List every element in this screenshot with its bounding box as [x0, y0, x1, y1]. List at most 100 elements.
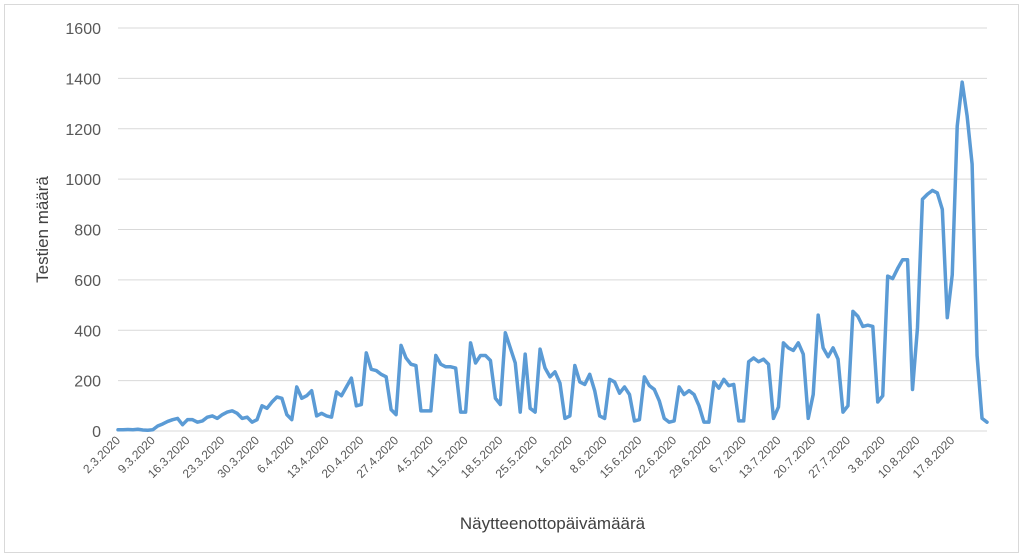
data-point	[205, 415, 209, 419]
data-point	[354, 404, 358, 408]
data-point	[215, 417, 219, 420]
data-point	[310, 389, 314, 393]
data-point	[613, 380, 616, 384]
data-point	[861, 325, 865, 328]
data-point	[359, 403, 363, 406]
data-point	[419, 409, 423, 413]
data-point	[638, 418, 641, 422]
data-point	[667, 420, 671, 424]
data-point	[836, 357, 840, 361]
y-tick-label: 800	[74, 223, 101, 240]
data-point	[841, 410, 845, 414]
data-point	[464, 410, 467, 414]
y-axis-ticks: 0 200 400 600 800 1000 1200 1400 1600	[65, 21, 101, 441]
data-point	[498, 403, 502, 406]
data-point	[474, 361, 477, 365]
data-point	[220, 413, 224, 417]
data-point	[116, 428, 120, 432]
data-point	[647, 384, 651, 388]
data-point	[171, 418, 175, 422]
data-point	[136, 427, 140, 431]
data-point	[201, 419, 204, 423]
data-point	[543, 366, 547, 370]
data-point	[364, 351, 368, 355]
data-point	[935, 191, 939, 195]
data-point	[349, 376, 353, 380]
data-point	[285, 413, 289, 417]
data-point	[896, 267, 900, 270]
y-tick-label: 1400	[65, 71, 101, 88]
data-point	[484, 354, 487, 357]
data-point	[414, 364, 418, 367]
data-point	[871, 325, 875, 328]
data-point	[503, 331, 507, 335]
data-point	[260, 404, 264, 408]
data-point	[325, 414, 328, 418]
data-point	[131, 428, 135, 432]
data-point	[563, 417, 567, 420]
x-axis-title: Näytteenottopäivämäärä	[460, 514, 646, 533]
data-point	[940, 207, 944, 211]
data-point	[315, 414, 319, 418]
data-point	[513, 361, 517, 365]
data-point	[926, 192, 929, 196]
data-point	[270, 400, 274, 404]
data-point	[166, 420, 170, 423]
data-point	[330, 415, 333, 419]
data-point	[806, 417, 810, 420]
data-point	[578, 380, 582, 384]
data-point	[176, 417, 179, 420]
data-point	[409, 362, 413, 366]
data-point	[906, 258, 909, 262]
data-point	[320, 411, 323, 415]
data-point	[235, 411, 239, 415]
y-tick-label: 400	[74, 323, 101, 340]
y-tick-label: 0	[92, 424, 101, 441]
data-point	[508, 346, 512, 350]
data-point	[449, 365, 453, 369]
data-point	[553, 370, 557, 374]
data-point	[384, 375, 388, 379]
y-tick-label: 600	[74, 273, 101, 290]
data-point	[250, 420, 254, 424]
data-point	[379, 372, 383, 376]
data-point	[186, 418, 189, 422]
data-point	[816, 313, 820, 317]
data-point	[866, 323, 870, 327]
data-point	[404, 356, 408, 360]
y-axis-title: Testien määrä	[33, 176, 52, 283]
y-tick-label: 200	[74, 374, 101, 391]
data-point	[593, 389, 597, 393]
data-point	[682, 393, 686, 396]
data-point	[757, 360, 760, 364]
data-point	[886, 274, 890, 278]
data-point	[945, 316, 949, 320]
series-line	[116, 80, 989, 432]
data-point	[851, 309, 855, 313]
data-point	[568, 414, 572, 418]
data-point	[930, 189, 934, 192]
x-axis-ticks: 2.3.20209.3.202016.3.202023.3.202030.3.2…	[80, 433, 957, 481]
data-point	[970, 162, 974, 166]
data-point	[955, 124, 959, 128]
data-point	[911, 388, 914, 391]
data-point	[985, 420, 989, 424]
data-point	[657, 399, 661, 403]
y-tick-label: 1600	[65, 21, 101, 38]
data-point	[712, 380, 716, 384]
data-point	[732, 383, 736, 386]
data-point	[856, 314, 860, 318]
data-point	[533, 410, 537, 414]
data-point	[444, 365, 448, 369]
data-point	[717, 386, 721, 390]
data-point	[399, 343, 403, 347]
data-point	[454, 366, 458, 370]
data-point	[786, 346, 790, 350]
data-point	[424, 409, 428, 413]
data-point	[801, 352, 805, 356]
data-point	[603, 417, 607, 420]
line-chart: 0 200 400 600 800 1000 1200 1400 1600 2.3.20209.…	[33, 21, 989, 533]
data-point	[628, 393, 631, 396]
data-point	[141, 428, 145, 432]
data-point	[434, 354, 438, 357]
